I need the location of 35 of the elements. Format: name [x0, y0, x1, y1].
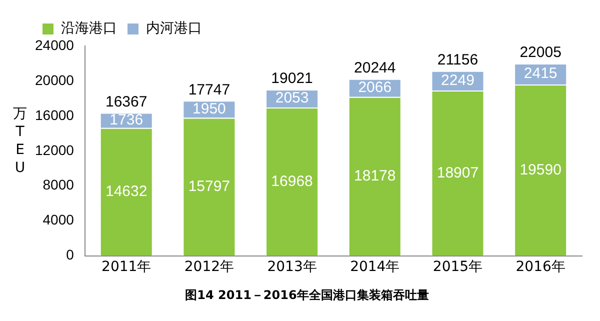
- data-label: 2415: [524, 65, 558, 82]
- total-label: 22005: [520, 44, 562, 62]
- total-label: 19021: [271, 70, 313, 88]
- total-label: 17747: [188, 81, 230, 98]
- y-tick-label: 12000: [34, 142, 74, 158]
- y-tick-label: 8000: [42, 176, 74, 193]
- y-tick-label: 0: [66, 246, 74, 263]
- x-tick-label: 2012年: [184, 258, 234, 275]
- data-label: 14632: [105, 182, 148, 200]
- y-tick-label: 16000: [34, 106, 74, 123]
- legend-label: 内河港口: [146, 20, 202, 37]
- x-tick-label: 2015年: [432, 258, 483, 275]
- x-tick-label: 2016年: [516, 258, 566, 275]
- data-label: 2053: [275, 90, 309, 107]
- total-label: 16367: [105, 93, 148, 110]
- data-label: 1950: [192, 100, 226, 118]
- data-label: 19590: [520, 161, 562, 178]
- x-tick-label: 2011年: [102, 258, 152, 275]
- data-label: 15797: [188, 178, 230, 195]
- data-label: 18907: [436, 164, 479, 182]
- data-label: 2066: [358, 79, 392, 96]
- x-tick-label: 2013年: [267, 258, 317, 275]
- y-axis-title: 万TEU: [12, 104, 28, 176]
- text: 图14 2011－2016年全国港口集装箱吞吐量: [185, 288, 429, 302]
- data-label: 1736: [110, 111, 144, 128]
- y-tick-label: 4000: [42, 212, 74, 228]
- legend-label: 沿海港口: [61, 20, 117, 37]
- data-label: 2249: [441, 72, 474, 89]
- y-tick-label: 24000: [34, 36, 74, 53]
- data-label: 18178: [354, 167, 396, 184]
- total-label: 20244: [354, 59, 396, 76]
- total-label: 21156: [437, 52, 478, 68]
- y-tick-label: 20000: [34, 72, 74, 88]
- x-tick-label: 2014年: [350, 258, 400, 275]
- data-label: 16968: [271, 172, 313, 190]
